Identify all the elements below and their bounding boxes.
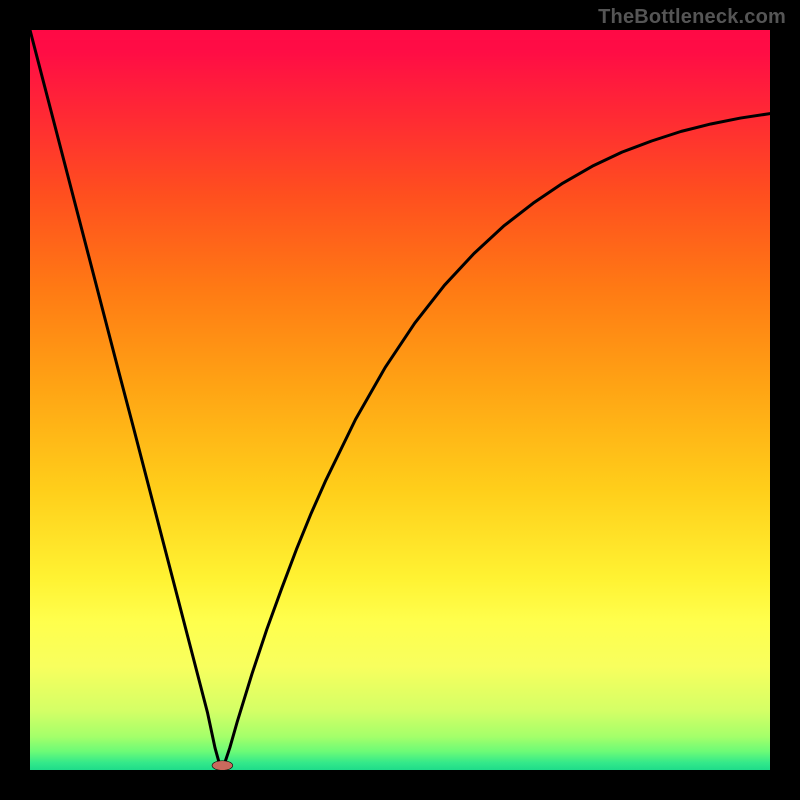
background-gradient: [30, 30, 770, 770]
chart-frame: TheBottleneck.com: [0, 0, 800, 800]
minimum-marker: [212, 761, 233, 770]
plot-area: [30, 30, 770, 770]
watermark-text: TheBottleneck.com: [598, 6, 786, 29]
plot-svg: [30, 30, 770, 770]
